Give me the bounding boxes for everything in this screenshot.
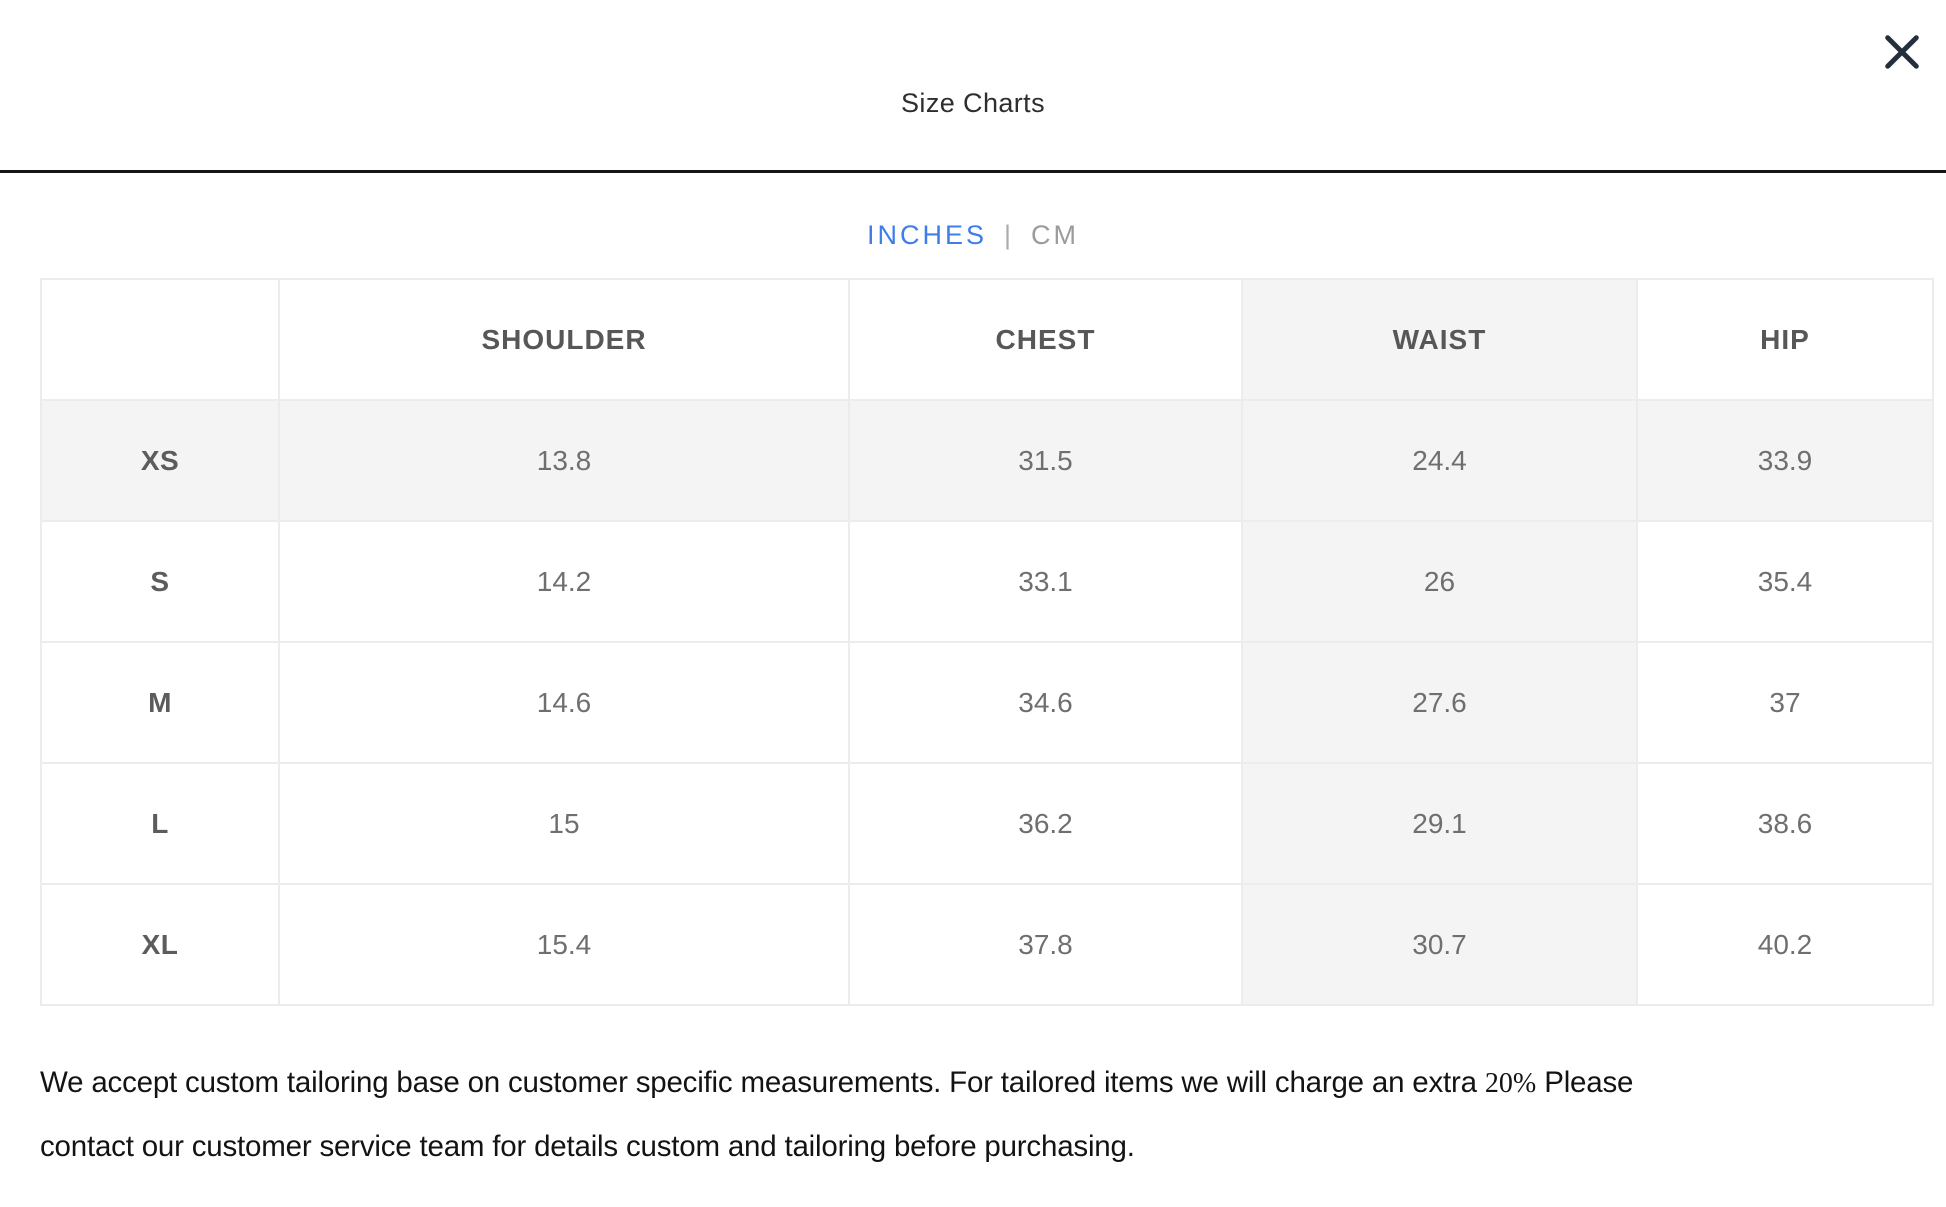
shoulder-value-cell: 15: [278, 762, 850, 885]
shoulder-value-cell: 14.6: [278, 641, 850, 764]
hip-value-cell: 40.2: [1636, 883, 1934, 1006]
note-text-after: Please: [1536, 1066, 1634, 1099]
column-header-hip: HIP: [1636, 278, 1934, 401]
table-row-xl: XL 15.4 37.8 30.7 40.2: [40, 883, 1934, 1006]
note-line-2: contact our customer service team for de…: [40, 1130, 1135, 1163]
unit-toggle: INCHES | CM: [0, 219, 1946, 251]
table-row-xs: XS 13.8 31.5 24.4 33.9: [40, 399, 1934, 522]
column-header-size: [40, 278, 280, 401]
hip-value-cell: 37: [1636, 641, 1934, 764]
size-cell: M: [40, 641, 280, 764]
chest-value-cell: 34.6: [848, 641, 1243, 764]
hip-value-cell: 33.9: [1636, 399, 1934, 522]
table-row-s: S 14.2 33.1 26 35.4: [40, 520, 1934, 643]
size-cell: XS: [40, 399, 280, 522]
waist-value-cell: 27.6: [1241, 641, 1638, 764]
shoulder-value-cell: 14.2: [278, 520, 850, 643]
unit-option-inches[interactable]: INCHES: [866, 220, 987, 250]
size-table: SHOULDER CHEST WAIST HIP XS 13.8 31.5 24…: [40, 278, 1934, 1006]
hip-value-cell: 35.4: [1636, 520, 1934, 643]
column-header-shoulder: SHOULDER: [278, 278, 850, 401]
shoulder-value-cell: 13.8: [278, 399, 850, 522]
modal-header: Size Charts: [0, 0, 1946, 173]
waist-value-cell: 24.4: [1241, 399, 1638, 522]
waist-value-cell: 26: [1241, 520, 1638, 643]
shoulder-value-cell: 15.4: [278, 883, 850, 1006]
custom-tailoring-note: We accept custom tailoring base on custo…: [40, 1051, 1906, 1178]
unit-option-cm[interactable]: CM: [1031, 220, 1080, 250]
unit-separator: |: [1004, 220, 1015, 250]
chest-value-cell: 31.5: [848, 399, 1243, 522]
column-header-chest: CHEST: [848, 278, 1243, 401]
table-row-m: M 14.6 34.6 27.6 37: [40, 641, 1934, 764]
table-header-row: SHOULDER CHEST WAIST HIP: [40, 278, 1934, 401]
size-cell: XL: [40, 883, 280, 1006]
note-line-1: We accept custom tailoring base on custo…: [40, 1051, 1906, 1115]
percent-value: 20%: [1484, 1068, 1537, 1099]
hip-value-cell: 38.6: [1636, 762, 1934, 885]
waist-value-cell: 29.1: [1241, 762, 1638, 885]
size-cell: S: [40, 520, 280, 643]
table-row-l: L 15 36.2 29.1 38.6: [40, 762, 1934, 885]
chest-value-cell: 37.8: [848, 883, 1243, 1006]
close-button[interactable]: [1874, 24, 1930, 80]
size-cell: L: [40, 762, 280, 885]
note-text-before: We accept custom tailoring base on custo…: [40, 1066, 1485, 1099]
close-icon: [1880, 30, 1924, 74]
waist-value-cell: 30.7: [1241, 883, 1638, 1006]
chest-value-cell: 36.2: [848, 762, 1243, 885]
column-header-waist: WAIST: [1241, 278, 1638, 401]
page-title: Size Charts: [901, 88, 1045, 118]
chest-value-cell: 33.1: [848, 520, 1243, 643]
